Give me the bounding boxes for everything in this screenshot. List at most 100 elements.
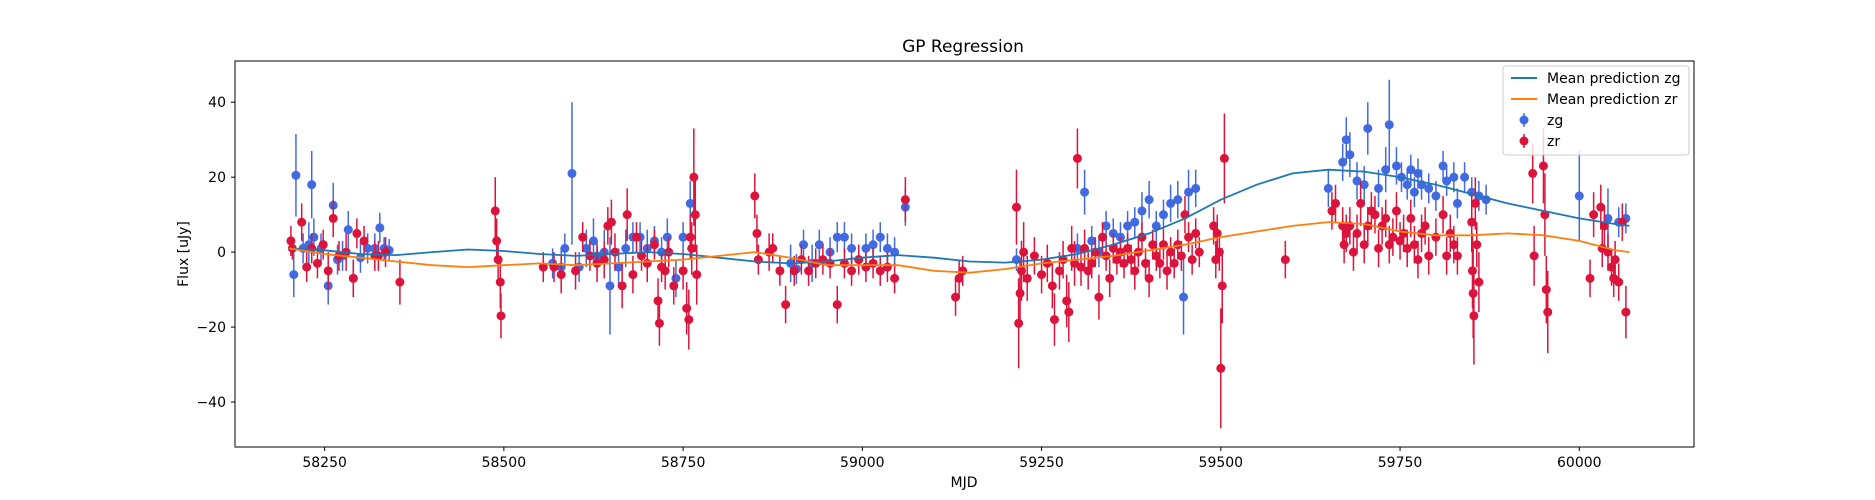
data-point-zr xyxy=(875,266,885,276)
data-point-zr xyxy=(1470,198,1480,208)
data-point-zg xyxy=(1442,176,1452,186)
data-point-zr xyxy=(1528,168,1538,178)
data-point-zr xyxy=(323,266,333,276)
data-point-zr xyxy=(690,210,700,220)
data-point-zg xyxy=(343,225,353,235)
data-point-zg xyxy=(1359,180,1369,190)
data-point-zr xyxy=(1388,232,1398,242)
data-point-zr xyxy=(1219,153,1229,163)
data-point-zr xyxy=(1614,277,1624,287)
data-point-zr xyxy=(1402,243,1412,253)
data-point-zr xyxy=(606,217,616,227)
data-point-zg xyxy=(861,243,871,253)
data-point-zg xyxy=(1341,135,1351,145)
data-point-zg xyxy=(1402,180,1412,190)
data-point-zg xyxy=(605,281,615,291)
legend: Mean prediction zg Mean prediction zr zg zr xyxy=(1502,65,1690,156)
data-point-zg xyxy=(1166,198,1176,208)
data-point-zg xyxy=(567,168,577,178)
data-point-zg xyxy=(1574,191,1584,201)
x-axis: 58250 58500 58750 59000 59250 59500 59750 60000 xyxy=(302,447,1602,471)
y-tick-label: −40 xyxy=(196,395,226,411)
data-point-zg xyxy=(560,243,570,253)
data-point-zg xyxy=(614,262,624,272)
data-point-zr xyxy=(1352,228,1362,238)
data-point-zr xyxy=(1187,255,1197,265)
data-point-zr xyxy=(1469,311,1479,321)
data-point-zr xyxy=(1148,240,1158,250)
data-point-zr xyxy=(1194,247,1204,257)
data-point-zr xyxy=(1049,315,1059,325)
plot-content xyxy=(286,79,1631,429)
data-point-zg xyxy=(1184,187,1194,197)
data-point-zr xyxy=(682,303,692,313)
data-point-zr xyxy=(1381,213,1391,223)
data-point-zr xyxy=(1062,296,1072,306)
data-point-zg xyxy=(1431,191,1441,201)
data-point-zr xyxy=(1339,240,1349,250)
data-point-zr xyxy=(654,318,664,328)
data-point-zg xyxy=(1080,187,1090,197)
data-point-zr xyxy=(890,273,900,283)
data-point-zr xyxy=(1144,273,1154,283)
data-point-zr xyxy=(1374,243,1384,253)
data-point-zr xyxy=(958,266,968,276)
data-point-zr xyxy=(1356,198,1366,208)
data-point-zr xyxy=(1409,240,1419,250)
data-point-zr xyxy=(781,300,791,310)
data-point-zr xyxy=(628,270,638,280)
data-point-zr xyxy=(1216,363,1226,373)
data-point-zr xyxy=(1538,161,1548,171)
data-point-zr xyxy=(1184,232,1194,242)
data-point-zr xyxy=(1413,255,1423,265)
data-point-zr xyxy=(1141,258,1151,268)
data-point-zr xyxy=(1119,258,1129,268)
data-point-zr xyxy=(1621,307,1631,317)
data-point-zr xyxy=(297,217,307,227)
data-point-zr xyxy=(617,281,627,291)
data-point-zg xyxy=(1452,198,1462,208)
data-point-zr xyxy=(1529,251,1539,261)
data-point-zr xyxy=(493,255,503,265)
data-point-zg xyxy=(1391,161,1401,171)
data-point-zg xyxy=(685,198,695,208)
data-point-zr xyxy=(653,296,663,306)
data-point-zr xyxy=(599,255,609,265)
data-point-zg xyxy=(832,232,842,242)
x-tick-label: 59750 xyxy=(1378,455,1423,471)
data-point-zg xyxy=(868,240,878,250)
data-point-zr xyxy=(1014,318,1024,328)
data-point-zr xyxy=(1596,202,1606,212)
y-tick-label: 40 xyxy=(208,95,226,111)
data-point-zr xyxy=(1108,243,1118,253)
data-point-zr xyxy=(1083,266,1093,276)
y-tick-label: −20 xyxy=(196,320,226,336)
data-point-zr xyxy=(1391,206,1401,216)
data-point-zr xyxy=(538,262,548,272)
data-point-zg xyxy=(1424,183,1434,193)
data-point-zr xyxy=(637,251,647,261)
data-point-zr xyxy=(286,236,296,246)
data-point-zr xyxy=(642,258,652,268)
data-point-zg xyxy=(1130,217,1140,227)
data-point-zg xyxy=(1158,210,1168,220)
legend-label: Mean prediction zr xyxy=(1547,92,1678,108)
data-point-zg xyxy=(621,243,631,253)
data-point-zg xyxy=(1087,236,1097,246)
data-point-zg xyxy=(1438,161,1448,171)
data-point-zr xyxy=(1123,243,1133,253)
data-point-zr xyxy=(689,172,699,182)
data-point-zr xyxy=(1064,307,1074,317)
data-point-zr xyxy=(1424,251,1434,261)
data-point-zr xyxy=(1015,288,1025,298)
data-point-zg xyxy=(588,236,598,246)
data-point-zr xyxy=(1589,210,1599,220)
data-point-zr xyxy=(789,266,799,276)
x-tick-label: 58750 xyxy=(661,455,706,471)
data-point-zr xyxy=(649,240,659,250)
data-point-zg xyxy=(1338,157,1348,167)
data-point-zg xyxy=(662,232,672,242)
data-point-zr xyxy=(1072,153,1082,163)
data-point-zr xyxy=(1217,281,1227,291)
data-point-zr xyxy=(578,232,588,242)
